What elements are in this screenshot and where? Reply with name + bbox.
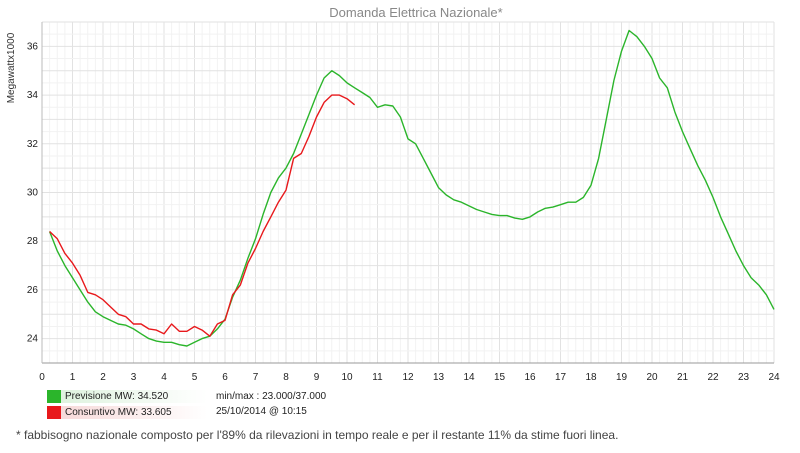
x-tick-label: 23 (738, 372, 750, 383)
x-tick-label: 5 (192, 372, 198, 383)
x-tick-label: 2 (100, 372, 106, 383)
x-tick-label: 17 (555, 372, 567, 383)
footnote: * fabbisogno nazionale composto per l'89… (16, 428, 619, 442)
x-tick-label: 13 (433, 372, 445, 383)
y-tick-label: 24 (27, 334, 39, 345)
x-tick-label: 9 (314, 372, 320, 383)
axes: 0 1 2 3 4 5 6 7 8 9 10 11 12 13 14 15 16 17 18 19 20 21 22 23 24… (27, 22, 780, 383)
x-tick-label: 11 (372, 372, 383, 383)
x-tick-label: 16 (524, 372, 536, 383)
x-tick-label: 14 (463, 372, 475, 383)
x-tick-label: 8 (283, 372, 289, 383)
series-line-previsione (48, 29, 775, 347)
x-tick-label: 18 (585, 372, 597, 383)
x-tick-label: 21 (677, 372, 689, 383)
y-tick-label: 30 (27, 188, 39, 199)
grid (41, 21, 775, 364)
x-tick-label: 4 (161, 372, 167, 383)
x-tick-label: 7 (253, 372, 259, 383)
y-tick-label: 26 (27, 285, 39, 296)
x-tick-label: 15 (494, 372, 506, 383)
x-tick-label: 0 (39, 372, 45, 383)
x-tick-label: 20 (646, 372, 658, 383)
y-tick-label: 32 (27, 139, 39, 150)
x-tick-label: 24 (768, 372, 780, 383)
y-tick-label: 36 (27, 41, 39, 52)
minmax-text: min/max : 23.000/37.000 (216, 391, 327, 402)
legend-forecast: Previsione MW: 34.520 (47, 390, 207, 403)
series (48, 29, 775, 347)
x-tick-label: 22 (707, 372, 719, 383)
x-tick-label: 1 (70, 372, 76, 383)
y-axis-label: Megawattx1000 (6, 32, 17, 103)
x-tick-label: 12 (402, 372, 414, 383)
series-line-consuntivo (49, 94, 356, 337)
legend-forecast-label: Previsione MW: 34.520 (65, 391, 169, 402)
chart-area: Domanda Elettrica Nazionale* Megawattx10… (6, 5, 780, 383)
legend-actual: Consuntivo MW: 33.605 (47, 406, 207, 419)
y-tick-label: 28 (27, 236, 39, 247)
datetime-text: 25/10/2014 @ 10:15 (216, 406, 307, 417)
x-tick-label: 19 (616, 372, 628, 383)
x-tick-label: 6 (222, 372, 228, 383)
chart-title: Domanda Elettrica Nazionale* (329, 5, 502, 20)
legend-actual-label: Consuntivo MW: 33.605 (65, 407, 172, 418)
x-tick-label: 3 (131, 372, 137, 383)
y-tick-label: 34 (27, 90, 39, 101)
x-tick-label: 10 (341, 372, 353, 383)
